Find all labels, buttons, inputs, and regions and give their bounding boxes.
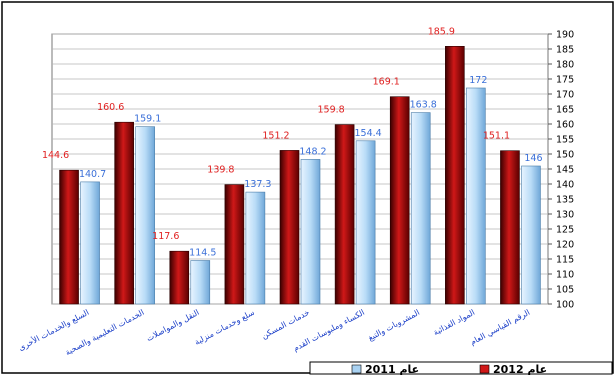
data-label: 117.6 [152,231,179,242]
y-tick-label: 170 [556,90,574,101]
data-label: 163.8 [410,100,437,111]
bar-2011 [80,181,100,305]
y-tick-label: 165 [556,105,574,116]
grid-lines [52,33,548,305]
y-tick-label: 150 [556,150,574,161]
data-label: 169.1 [373,77,400,88]
bar-2011 [135,126,155,305]
bar-2012 [279,150,300,305]
data-label: 114.5 [189,248,216,259]
legend: عام 2011 عام 2012 [309,361,613,375]
legend-swatch [479,364,490,374]
bar-2012 [59,169,79,305]
data-label: 172 [469,75,487,86]
bar-2011 [355,140,376,305]
bar-2012 [224,184,245,305]
x-tick-label: المشروبات والتبغ [367,308,422,343]
y-tick-label: 105 [556,285,574,296]
y-axis-ticks: 100 105 110 115 120 125 130 135 140 145 150 155 160 1… [548,30,574,311]
x-tick-label: النقل والمواصلات [145,308,201,343]
data-label: 151.2 [262,130,289,141]
bar-2012 [500,150,520,305]
bar-2011 [466,87,486,305]
bar-2011 [521,165,541,305]
bars [59,45,541,305]
y-tick-label: 130 [556,210,574,221]
x-tick-label: سلع وخدمات منزلية [193,308,256,347]
y-tick-label: 125 [556,225,574,236]
y-tick-label: 190 [556,30,574,41]
data-label: 140.7 [79,169,106,180]
data-label: 148.2 [299,146,326,157]
bar-2011 [245,191,266,305]
data-label: 159.8 [318,105,345,116]
y-tick-label: 155 [556,135,574,146]
y-tick-label: 120 [556,240,574,251]
bar-2011 [300,159,321,305]
y-tick-label: 145 [556,165,574,176]
y-tick-label: 175 [556,75,574,86]
data-label: 151.1 [483,131,510,142]
y-tick-label: 110 [556,270,574,281]
bar-2012 [114,121,134,305]
data-label: 144.6 [42,150,69,161]
y-tick-label: 100 [556,300,574,311]
x-tick-label: المواد الغذائية [432,308,477,337]
y-tick-label: 185 [556,45,574,56]
data-label: 160.6 [97,102,124,113]
bar-2011 [410,112,431,305]
legend-swatch [351,364,362,374]
x-tick-label: الرقم القياسي العام [469,308,532,347]
legend-label: عام 2011 [365,363,419,375]
y-tick-label: 135 [556,195,574,206]
y-tick-label: 160 [556,120,574,131]
bar-2012 [389,96,410,305]
data-label: 185.9 [428,26,455,37]
data-labels: 144.6 140.7 160.6 159.1 117.6 114.5 139.8 137.3… [42,26,543,258]
y-tick-label: 115 [556,255,574,266]
bar-2012 [169,250,190,305]
bar-2012 [445,45,465,305]
data-label: 159.1 [134,114,161,125]
data-label: 137.3 [244,179,271,190]
data-label: 154.4 [355,128,382,139]
legend-box [309,361,613,375]
data-label: 139.8 [207,165,234,176]
y-tick-label: 180 [556,60,574,71]
data-label: 146 [524,153,542,164]
bar-2012 [334,124,355,305]
legend-label: عام 2012 [493,363,547,375]
x-tick-label: خدمات المسكن [260,308,311,341]
y-tick-label: 140 [556,180,574,191]
bar-2011 [190,260,211,305]
